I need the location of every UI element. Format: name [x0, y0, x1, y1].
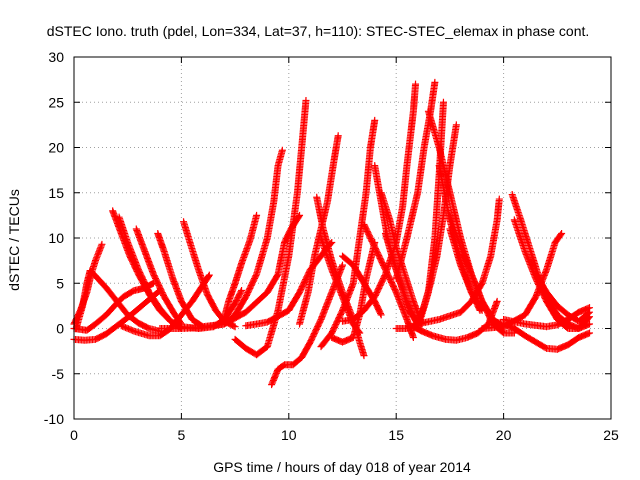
grid	[74, 57, 611, 419]
series-pass-41	[489, 317, 594, 353]
x-tick-label: 25	[603, 427, 619, 443]
plot-frame	[73, 56, 612, 420]
x-tick-label: 0	[70, 427, 78, 443]
data-point-markers	[199, 211, 304, 331]
y-tick-label: 0	[56, 321, 64, 337]
data-point-markers	[132, 225, 185, 328]
series-pass-07	[132, 225, 185, 328]
data-point-markers	[220, 211, 261, 322]
y-tick-label: 10	[48, 230, 64, 246]
series-pass-15	[199, 211, 304, 331]
data-point-markers	[392, 78, 439, 283]
chart-title: dSTEC Iono. truth (pdel, Lon=334, Lat=37…	[47, 23, 590, 39]
data-point-markers	[156, 146, 286, 332]
y-tick-label: 15	[48, 185, 64, 201]
x-tick-label: 10	[281, 427, 297, 443]
axis-ticks: 0 5 10 15 20 25 -10 -5 0 5 10 15 20 25 30	[44, 49, 619, 443]
y-tick-label: 5	[56, 275, 64, 291]
y-axis-label: dSTEC / TECUs	[6, 189, 22, 291]
x-tick-label: 5	[178, 427, 186, 443]
y-tick-label: 20	[48, 140, 64, 156]
data-point-markers	[532, 270, 594, 325]
data-point-markers	[489, 317, 594, 353]
y-tick-label: 30	[48, 49, 64, 65]
y-tick-label: 25	[48, 94, 64, 110]
data-point-markers	[339, 252, 385, 319]
x-tick-label: 20	[496, 427, 512, 443]
y-tick-label: -5	[52, 366, 65, 382]
series-pass-12	[156, 146, 286, 332]
x-axis-label: GPS time / hours of day 018 of year 2014	[213, 459, 471, 475]
x-tick-label: 15	[388, 427, 404, 443]
data-point-markers	[500, 304, 594, 331]
data-series	[70, 78, 594, 389]
series-pass-42	[532, 270, 594, 325]
series-pass-43	[500, 304, 594, 331]
series-pass-30	[392, 78, 439, 283]
y-tick-label: -10	[44, 411, 64, 427]
series-pass-14	[220, 211, 261, 322]
series-pass-24	[339, 252, 385, 319]
